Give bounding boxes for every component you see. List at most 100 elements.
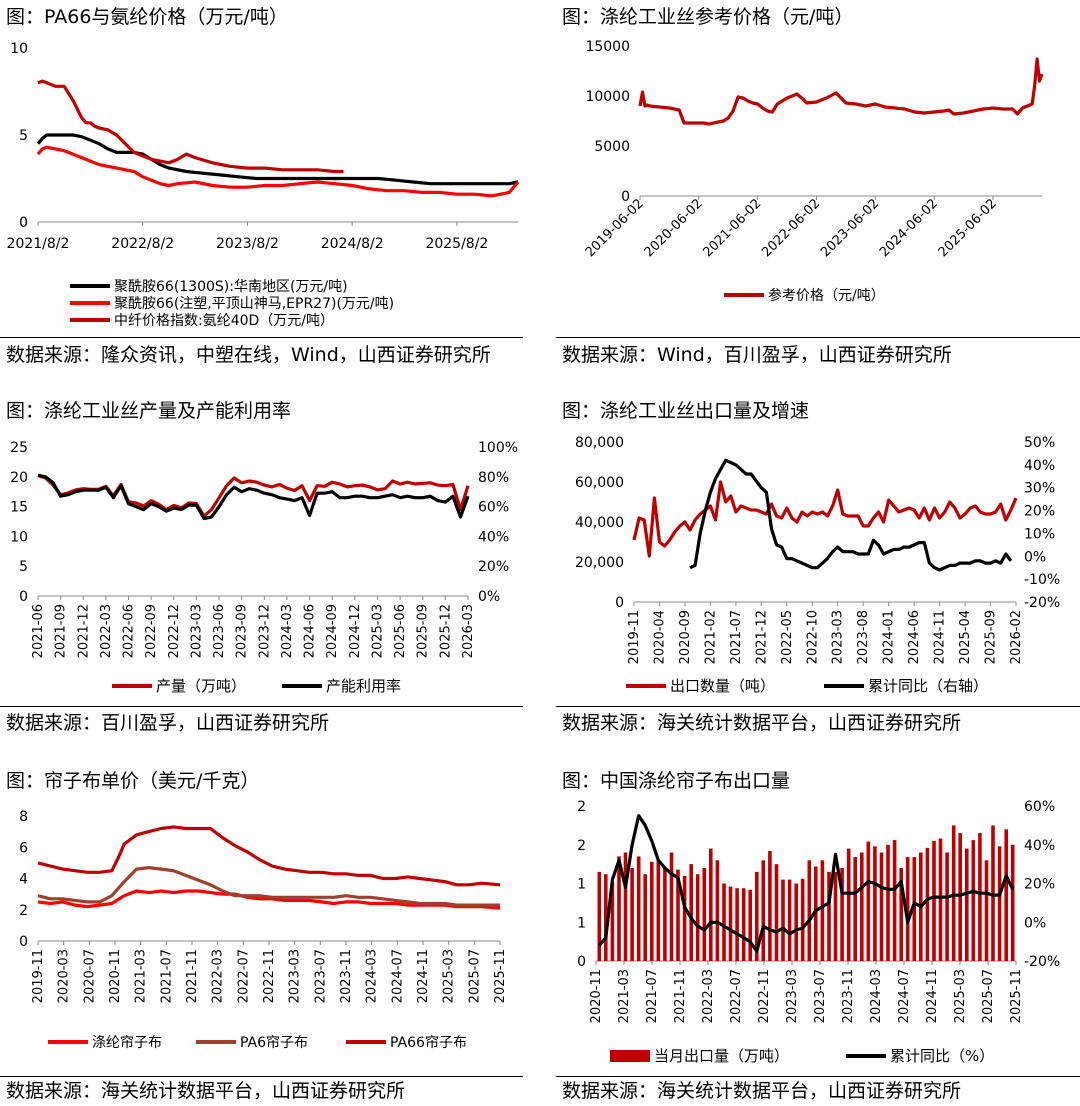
x-tick-label: 2019-11 xyxy=(31,949,46,1003)
y-tick-label: 5 xyxy=(19,559,28,575)
y-tick-label: 10000 xyxy=(585,89,630,105)
y-tick-label: 40,000 xyxy=(575,515,624,531)
x-tick-label: 2021-06 xyxy=(31,604,46,658)
x-tick-label: 2023-08 xyxy=(856,610,871,664)
y-tick-label: 20 xyxy=(10,470,28,486)
x-tick-label: 2025-06 xyxy=(393,604,408,658)
chart-source: 数据来源：海关统计数据平台，山西证券研究所 xyxy=(562,712,962,734)
x-tick-label: 2023-07 xyxy=(313,949,328,1003)
x-tick-label: 2022-06-02 xyxy=(759,196,823,260)
bar xyxy=(938,838,943,961)
bar xyxy=(650,861,654,961)
x-tick-label: 2023-03 xyxy=(288,949,303,1003)
y-tick-label: 0 xyxy=(19,215,28,231)
legend-swatch xyxy=(610,1050,650,1062)
bar xyxy=(840,868,844,961)
x-tick-label: 2025-07 xyxy=(981,969,996,1023)
y-tick-label: 1 xyxy=(577,915,586,931)
y-tick-label: 4 xyxy=(19,872,28,888)
bar xyxy=(774,864,779,961)
x-tick-label: 2021-02 xyxy=(703,610,718,664)
bar xyxy=(945,852,949,961)
y2-tick-label: 30% xyxy=(1024,481,1055,497)
chart-source: 数据来源：隆众资讯，中塑在线，Wind，山西证券研究所 xyxy=(6,344,491,366)
legend-label: 累计同比（%） xyxy=(890,1047,994,1065)
chart-title: 图：中国涤纶帘子布出口量 xyxy=(562,770,791,792)
y2-tick-label: -20% xyxy=(1024,595,1060,611)
x-tick-label: 2023-06 xyxy=(212,604,227,658)
y-tick-label: 15 xyxy=(10,500,28,516)
chart-source: 数据来源：Wind，百川盈孚，山西证券研究所 xyxy=(562,344,952,366)
x-tick-label: 2025-09 xyxy=(416,604,431,658)
bar xyxy=(984,860,989,962)
x-tick-label: 2020-03 xyxy=(57,949,72,1003)
legend-label: 聚酰胺66(注塑,平顶山神马,EPR27)(万元/吨) xyxy=(114,296,394,312)
bar xyxy=(636,856,641,961)
x-tick-label: 2020-11 xyxy=(589,969,604,1023)
legend-label: 产能利用率 xyxy=(326,677,401,695)
bar xyxy=(735,888,739,961)
bar xyxy=(1004,829,1008,962)
chart-cord-fabric-export: 0 1 1 2 2 -20% 0% 20% 40% 60% 2020-11 2021-03 2021-0… xyxy=(577,799,1060,1065)
chart-source: 数据来源：海关统计数据平台，山西证券研究所 xyxy=(562,1080,962,1102)
bar xyxy=(728,886,733,961)
x-tick-label: 2024-01 xyxy=(882,610,897,664)
bar xyxy=(965,848,969,961)
bar xyxy=(807,860,812,962)
bar xyxy=(846,848,851,961)
series-line-1 xyxy=(37,889,501,910)
x-tick-label: 2025-04 xyxy=(958,610,973,664)
bar xyxy=(722,883,726,961)
bar xyxy=(663,868,667,961)
x-tick-label: 2021-06-02 xyxy=(700,196,764,260)
x-tick-label: 2022-11 xyxy=(262,949,277,1003)
x-tick-label: 2022/8/2 xyxy=(111,236,174,252)
bar xyxy=(905,857,910,961)
y2-tick-label: 20% xyxy=(478,559,509,575)
y2-tick-label: 80% xyxy=(478,470,509,486)
chart-cord-fabric-price: 0 2 4 6 8 2019-11 2020-03 2020-07 2020-11 2021-03… xyxy=(19,809,508,1051)
y-tick-label: 0 xyxy=(615,595,624,611)
bar xyxy=(1010,844,1015,962)
bar xyxy=(702,868,707,961)
y-tick-label: 0 xyxy=(19,934,28,950)
x-tick-label: 2021-07 xyxy=(645,969,660,1023)
x-tick-label: 2023-07 xyxy=(813,969,828,1023)
y2-tick-label: 50% xyxy=(1024,435,1055,451)
series-line-3 xyxy=(37,825,501,887)
x-tick-label: 2024-06-02 xyxy=(877,196,941,260)
x-tick-label: 2020-06-02 xyxy=(642,196,706,260)
y-tick-label: 0 xyxy=(621,189,630,205)
x-tick-label: 2020-11 xyxy=(108,949,123,1003)
legend-label: 聚酰胺66(1300S):华南地区(万元/吨) xyxy=(114,279,348,295)
x-tick-label: 2024-03 xyxy=(869,969,884,1023)
chart-panel-cord-fabric-export: 图：中国涤纶帘子布出口量 0 1 1 2 2 -20% 0% 20% 40% 60% 2020-11… xyxy=(556,764,1080,1106)
chart-source: 数据来源：百川盈孚，山西证券研究所 xyxy=(6,712,330,734)
series-line-2 xyxy=(37,473,470,521)
y2-tick-label: 0% xyxy=(1024,915,1046,931)
divider xyxy=(0,706,523,707)
x-tick-label: 2022-09 xyxy=(144,604,159,658)
x-tick-label: 2023-12 xyxy=(257,604,272,658)
y-tick-label: 2 xyxy=(577,838,586,854)
bar xyxy=(879,852,884,961)
bar xyxy=(610,882,615,961)
chart-panel-polyester-yarn-output: 图：涤纶工业丝产量及产能利用率 0 5 10 15 20 25 0% 20% 40% 60% 80%… xyxy=(0,394,523,739)
x-tick-label: 2023-06-02 xyxy=(818,196,882,260)
chart-source: 数据来源：海关统计数据平台，山西证券研究所 xyxy=(6,1080,406,1102)
x-tick-label: 2022-07 xyxy=(236,949,251,1003)
x-tick-label: 2022-03 xyxy=(99,604,114,658)
x-tick-label: 2022-03 xyxy=(701,969,716,1023)
legend-label: 产量（万吨） xyxy=(156,677,246,695)
x-tick-label: 2023-11 xyxy=(339,949,354,1003)
chart-title: 图：PA66与氨纶价格（万元/吨） xyxy=(6,6,288,28)
x-tick-label: 2024/8/2 xyxy=(321,236,384,252)
x-tick-label: 2022-10 xyxy=(805,610,820,664)
x-tick-label: 2024-11 xyxy=(925,969,940,1023)
x-tick-label: 2024-12 xyxy=(348,604,363,658)
x-tick-label: 2025-03 xyxy=(953,969,968,1023)
x-tick-label: 2025-03 xyxy=(370,604,385,658)
x-tick-label: 2024-06 xyxy=(907,610,922,664)
y2-tick-label: 20% xyxy=(1024,877,1055,893)
x-tick-label: 2021-11 xyxy=(185,949,200,1003)
